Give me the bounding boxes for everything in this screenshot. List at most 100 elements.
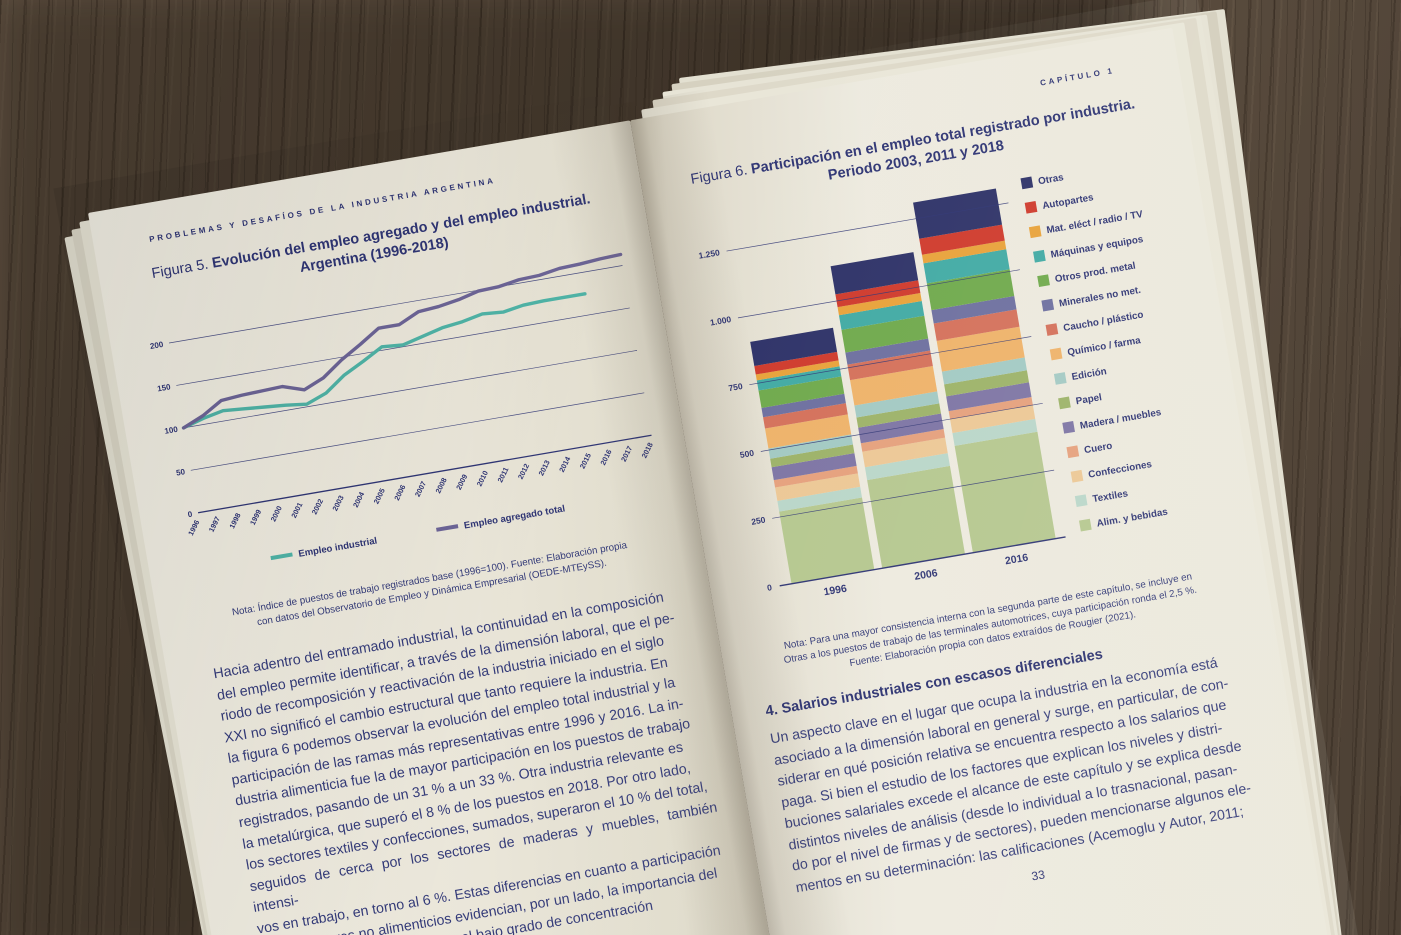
left-page: PROBLEMAS Y DESAFÍOS DE LA INDUSTRIA ARG… [88,120,792,935]
bar-segment [770,444,855,468]
svg-text:1.000: 1.000 [709,314,732,327]
svg-text:2007: 2007 [413,480,428,499]
bar-segment [933,309,1020,341]
svg-text:2016: 2016 [1004,552,1029,568]
bar-segment [921,240,1007,264]
svg-text:1999: 1999 [248,508,263,527]
bar-segment [847,350,933,381]
bar-segment [913,188,1003,239]
bar-segment [944,370,1029,397]
open-book: PROBLEMAS Y DESAFÍOS DE LA INDUSTRIA ARG… [53,0,1369,935]
bar-segment [864,453,950,481]
bar-segment [771,453,857,481]
figure5-caption-prefix: Figura 5. [150,256,210,283]
figure6-svg: 250 500 750 1.000 1.250 0 1996 2006 2016 Otras Aut… [698,172,1169,599]
svg-text:1996: 1996 [186,519,201,538]
svg-text:2010: 2010 [475,469,490,488]
bar-segment [923,249,1010,284]
svg-text:100: 100 [164,425,179,436]
bar-segment [856,403,941,428]
bar-segment [862,437,948,468]
svg-text:2006: 2006 [392,483,407,502]
svg-text:2002: 2002 [310,497,325,516]
bar-segment [830,252,919,295]
svg-text:2004: 2004 [351,489,367,508]
svg-text:1997: 1997 [207,515,222,534]
svg-text:2011: 2011 [495,466,510,484]
bar-segment [850,365,938,406]
figure6-gridlines: 250 500 750 1.000 1.250 [698,202,1055,527]
bar-segment [941,357,1027,385]
bar-segment [926,269,1015,311]
figure5-series-0 [181,292,587,430]
left-page-paragraph: Hacia adentro del entramado industrial, … [212,589,722,935]
svg-text:Empleo industrial: Empleo industrial [298,536,378,560]
bar-segment [775,473,861,501]
svg-text:2017: 2017 [619,445,634,464]
svg-text:2009: 2009 [454,473,469,492]
svg-text:Mat. eléct / radio / TV: Mat. eléct / radio / TV [1046,209,1144,236]
bar-segment [768,434,853,459]
running-header-right: CAPÍTULO 1 [1039,66,1116,88]
figure6-stacked-bar-chart: 250 500 750 1.000 1.250 0 1996 2006 2016 Otras Aut… [662,131,1247,642]
svg-text:Autopartes: Autopartes [1042,192,1095,212]
svg-text:Máquinas y equipos: Máquinas y equipos [1050,234,1145,261]
bar-segment [936,326,1025,372]
svg-text:150: 150 [157,382,172,393]
bar-segment [838,301,925,330]
svg-text:1996: 1996 [823,583,848,599]
svg-text:2018: 2018 [640,441,655,460]
bar-segment [854,391,940,418]
svg-text:Otros prod. metal: Otros prod. metal [1054,260,1137,285]
svg-text:1998: 1998 [227,511,242,530]
bar-segment [946,382,1032,412]
figure5-gridlines: 50 100 150 200 [149,265,645,478]
bar-segment [858,413,944,444]
svg-text:Minerales no met.: Minerales no met. [1058,285,1142,310]
svg-text:2013: 2013 [536,459,551,478]
right-page-paragraph: Un aspecto clave en el lugar que ocupa l… [769,655,1253,897]
svg-text:2012: 2012 [516,462,531,481]
bar-segment [761,393,846,418]
bar-segment [755,360,840,381]
bar-segment [845,338,931,365]
bar-segment [860,429,946,452]
svg-text:Madera / muebles: Madera / muebles [1079,407,1162,432]
svg-text:50: 50 [175,467,186,477]
svg-text:Confecciones: Confecciones [1088,459,1154,481]
bar-segment [948,396,1033,420]
figure6-caption-prefix: Figura 6. [689,162,749,188]
bar-segment [931,295,1017,324]
svg-text:2005: 2005 [372,487,387,506]
svg-text:Papel: Papel [1075,392,1103,407]
svg-text:2003: 2003 [330,494,345,513]
bar-segment [779,497,875,584]
svg-text:500: 500 [739,448,755,460]
bar-segment [777,486,862,512]
svg-text:250: 250 [750,515,766,527]
svg-text:Cuero: Cuero [1083,441,1113,457]
bar-segment [950,404,1036,434]
figure5-origin-label: 0 [187,510,193,520]
bar-segment [764,414,852,449]
bar-segment [758,376,845,408]
figure6-bars [750,188,1056,584]
svg-text:Empleo agregado total: Empleo agregado total [463,503,566,531]
svg-text:Otras: Otras [1037,172,1065,187]
bar-segment [837,293,922,316]
svg-text:2014: 2014 [557,454,573,473]
figure5-line-chart: 50 100 150 200 0 1996 1997 1998 1999 2000 2001 2002… [127,227,675,608]
right-page: CAPÍTULO 1 Figura 6.Participación en el … [630,27,1335,935]
bar-segment [841,315,929,353]
svg-text:2001: 2001 [289,501,304,520]
bar-segment [773,465,858,488]
svg-text:2015: 2015 [578,452,593,471]
bar-segment [754,351,839,375]
svg-text:2008: 2008 [433,476,448,495]
svg-text:2006: 2006 [913,567,938,583]
figure5-series-1 [181,252,623,430]
svg-text:Edición: Edición [1071,366,1108,383]
